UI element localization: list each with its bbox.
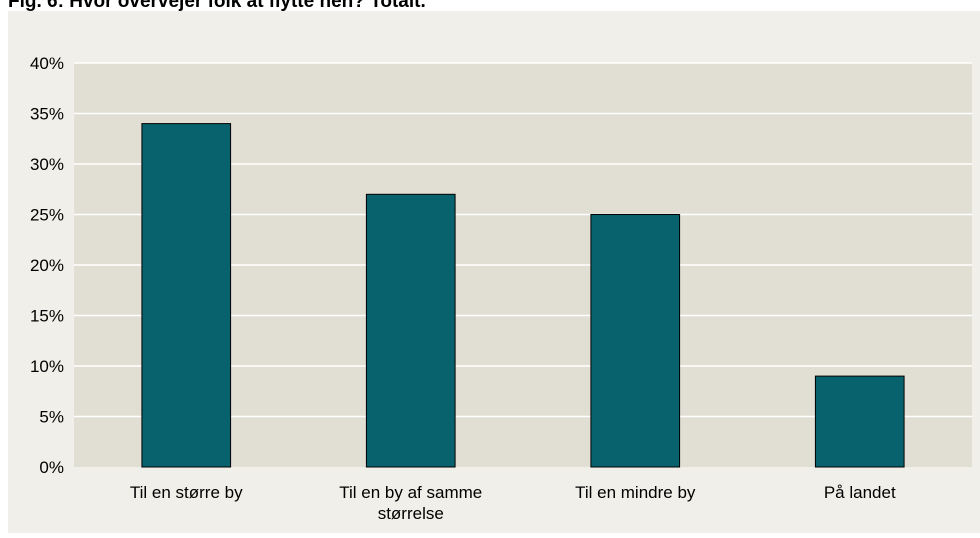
bar bbox=[814, 375, 905, 468]
bar-chart: 0% 5% 10% 15% 20% 25% 30% 35% 40% Til en større … bbox=[8, 11, 980, 533]
y-tick-label: 40% bbox=[30, 54, 64, 73]
x-tick-label: Til en by af samme størrelse bbox=[339, 483, 482, 523]
chart-frame: 0% 5% 10% 15% 20% 25% 30% 35% 40% Til en større … bbox=[8, 11, 980, 533]
y-tick-label: 25% bbox=[30, 206, 64, 225]
x-tick-label: På landet bbox=[824, 483, 896, 502]
bar bbox=[590, 214, 681, 468]
y-axis-ticks: 0% 5% 10% 15% 20% 25% 30% 35% 40% bbox=[30, 54, 64, 477]
x-tick-label: Til en mindre by bbox=[575, 483, 696, 502]
x-tick-label: Til en større by bbox=[130, 483, 243, 502]
y-tick-label: 35% bbox=[30, 105, 64, 124]
y-tick-label: 5% bbox=[39, 408, 64, 427]
bar bbox=[141, 123, 232, 468]
y-tick-label: 10% bbox=[30, 357, 64, 376]
y-tick-label: 20% bbox=[30, 256, 64, 275]
chart-title: Fig. 6: Hvor overvejer folk at flytte he… bbox=[8, 0, 426, 12]
x-axis-ticks: Til en større by Til en by af samme større… bbox=[130, 483, 896, 523]
bars bbox=[141, 123, 905, 468]
y-tick-label: 30% bbox=[30, 155, 64, 174]
y-tick-label: 0% bbox=[39, 458, 64, 477]
y-tick-label: 15% bbox=[30, 307, 64, 326]
bar bbox=[365, 193, 456, 468]
